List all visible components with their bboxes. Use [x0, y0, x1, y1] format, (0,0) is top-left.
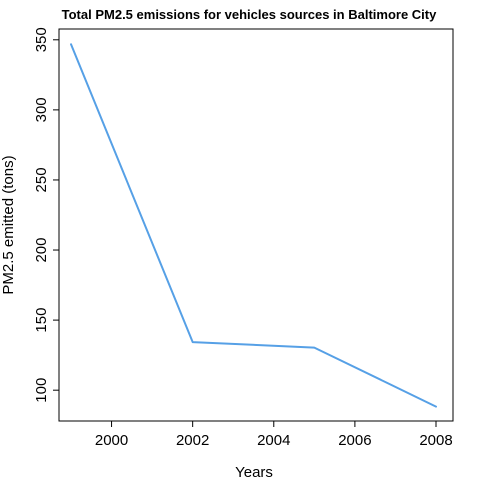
y-tick-label: 200: [33, 238, 50, 263]
y-tick-label: 350: [33, 27, 50, 52]
plot-frame: [58, 28, 454, 422]
x-tick-label: 2000: [95, 432, 128, 449]
x-tick-label: 2004: [257, 432, 290, 449]
chart-title: Total PM2.5 emissions for vehicles sourc…: [62, 7, 437, 22]
y-tick-label: 150: [33, 308, 50, 333]
x-axis: 2000 2002 2004 2006 2008: [95, 421, 453, 449]
x-tick-label: 2008: [419, 432, 452, 449]
series-line: [70, 43, 437, 408]
x-tick-label: 2002: [176, 432, 209, 449]
series-layer: [70, 43, 437, 408]
y-tick-label: 100: [33, 378, 50, 403]
x-axis-label: Years: [235, 464, 273, 480]
y-axis-label: PM2.5 emitted (tons): [0, 155, 17, 294]
y-axis: 100 150 200 250 300 350: [33, 27, 59, 403]
y-tick-label: 250: [33, 167, 50, 192]
y-tick-label: 300: [33, 97, 50, 122]
x-tick-label: 2006: [338, 432, 371, 449]
